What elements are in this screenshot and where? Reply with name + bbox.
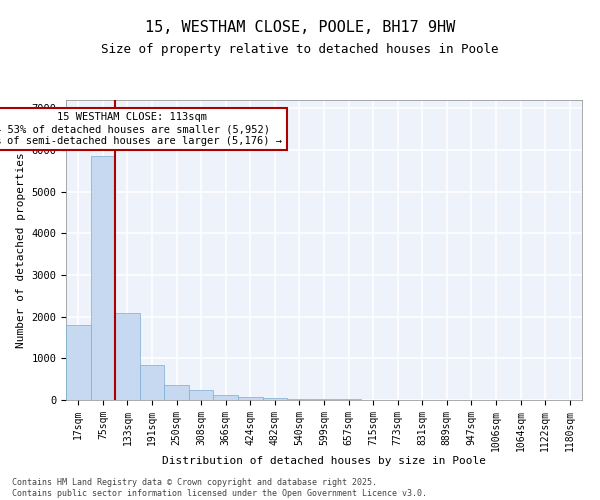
Bar xyxy=(263,398,287,400)
Bar xyxy=(238,397,263,400)
Y-axis label: Number of detached properties: Number of detached properties xyxy=(16,152,26,348)
Text: Contains HM Land Registry data © Crown copyright and database right 2025.
Contai: Contains HM Land Registry data © Crown c… xyxy=(12,478,427,498)
Bar xyxy=(66,325,91,400)
Text: Size of property relative to detached houses in Poole: Size of property relative to detached ho… xyxy=(101,42,499,56)
Bar xyxy=(164,384,189,400)
Bar xyxy=(312,399,336,400)
Bar xyxy=(287,399,312,400)
Bar xyxy=(140,366,164,400)
Text: 15, WESTHAM CLOSE, POOLE, BH17 9HW: 15, WESTHAM CLOSE, POOLE, BH17 9HW xyxy=(145,20,455,35)
Bar xyxy=(91,156,115,400)
Bar xyxy=(115,312,140,400)
X-axis label: Distribution of detached houses by size in Poole: Distribution of detached houses by size … xyxy=(162,456,486,466)
Bar xyxy=(189,390,214,400)
Bar xyxy=(214,394,238,400)
Text: 15 WESTHAM CLOSE: 113sqm
← 53% of detached houses are smaller (5,952)
46% of sem: 15 WESTHAM CLOSE: 113sqm ← 53% of detach… xyxy=(0,112,283,146)
